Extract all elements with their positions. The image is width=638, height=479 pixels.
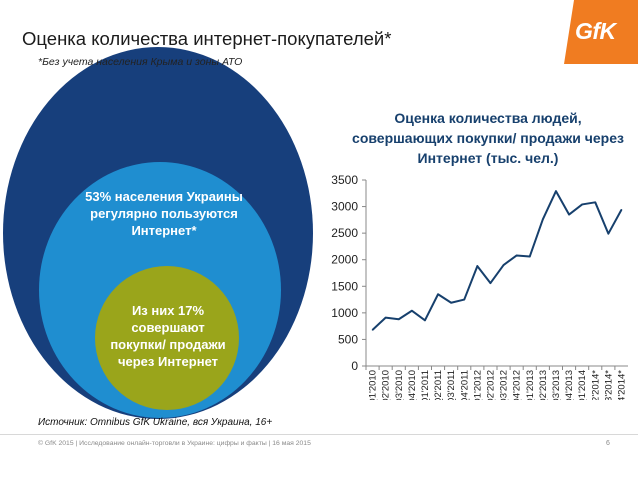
data-point [555,190,557,192]
data-point [515,254,518,257]
population-circles [3,47,313,419]
x-tick-label: Q1'2011 [420,370,431,400]
x-tick-label: Q3'2013 [551,370,562,400]
data-point [397,318,400,321]
x-tick-label: Q2'2012 [485,370,496,400]
x-tick-label: Q1'2010 [368,370,379,400]
x-tick-label: Q3'2012 [499,370,510,400]
chart-title: Оценка количества людей, совершающих пок… [352,110,624,166]
x-tick-label: Q2'2013 [538,370,549,400]
footer-divider [0,434,638,435]
online-buyers-text: Из них 17% совершают покупки/ продажи че… [110,303,226,369]
x-tick-label: Q4'2010 [407,370,418,400]
data-point [528,255,531,258]
page-number: 6 [606,440,610,447]
y-tick-label: 1000 [331,306,358,320]
x-tick-label: Q2'2011 [433,370,444,400]
data-point [607,232,610,235]
data-point [502,264,505,266]
source-note: Источник: Omnibus GfK Ukraine, вся Украи… [38,417,273,428]
data-point [594,201,597,204]
data-point [371,329,374,331]
x-tick-label: Q4'2014* [616,370,627,400]
y-tick-label: 2000 [331,253,358,267]
data-point [450,301,452,304]
footer-text: © GfK 2015 | Исследование онлайн-торговл… [38,440,311,447]
x-tick-label: Q1'2014 [577,370,588,400]
x-tick-label: Q3'2014* [603,370,614,400]
gfk-logo [564,0,638,64]
y-tick-label: 3000 [331,200,358,214]
x-tick-label: Q2'2010 [381,370,392,400]
data-point [581,203,583,206]
y-tick-label: 500 [338,332,358,346]
data-point [620,208,623,211]
data-point [463,298,466,301]
x-tick-label: Q4'2011 [459,370,470,400]
internet-users-text: 53% населения Украины регулярно пользуют… [85,189,243,238]
slide-title: Оценка количества интернет-покупателей* [22,28,392,49]
x-tick-label: Q4'2013 [564,370,575,400]
x-tick-label: Q2'2014* [590,370,601,400]
gfk-logo-text: GfK [575,18,616,44]
x-tick-label: Q1'2013 [525,370,536,400]
y-tick-label: 1500 [331,279,358,293]
y-tick-label: 3500 [331,173,358,187]
data-point [489,282,492,284]
x-tick-label: Q3'2011 [446,370,457,400]
series-line [371,190,623,331]
data-point [437,293,439,296]
x-tick-label: Q3'2010 [394,370,405,400]
data-point [411,309,413,312]
data-point [542,218,544,221]
inner-circle [95,266,239,410]
data-point [476,265,479,267]
data-point [384,316,387,319]
x-tick-label: Q4'2012 [512,370,523,400]
y-tick-label: 0 [351,359,358,373]
slide-subtitle: *Без учета населения Крыма и зоны АТО [38,56,243,68]
y-tick-label: 2500 [331,226,358,240]
data-point [424,319,426,322]
data-point [568,213,570,216]
x-tick-label: Q1'2012 [472,370,483,400]
